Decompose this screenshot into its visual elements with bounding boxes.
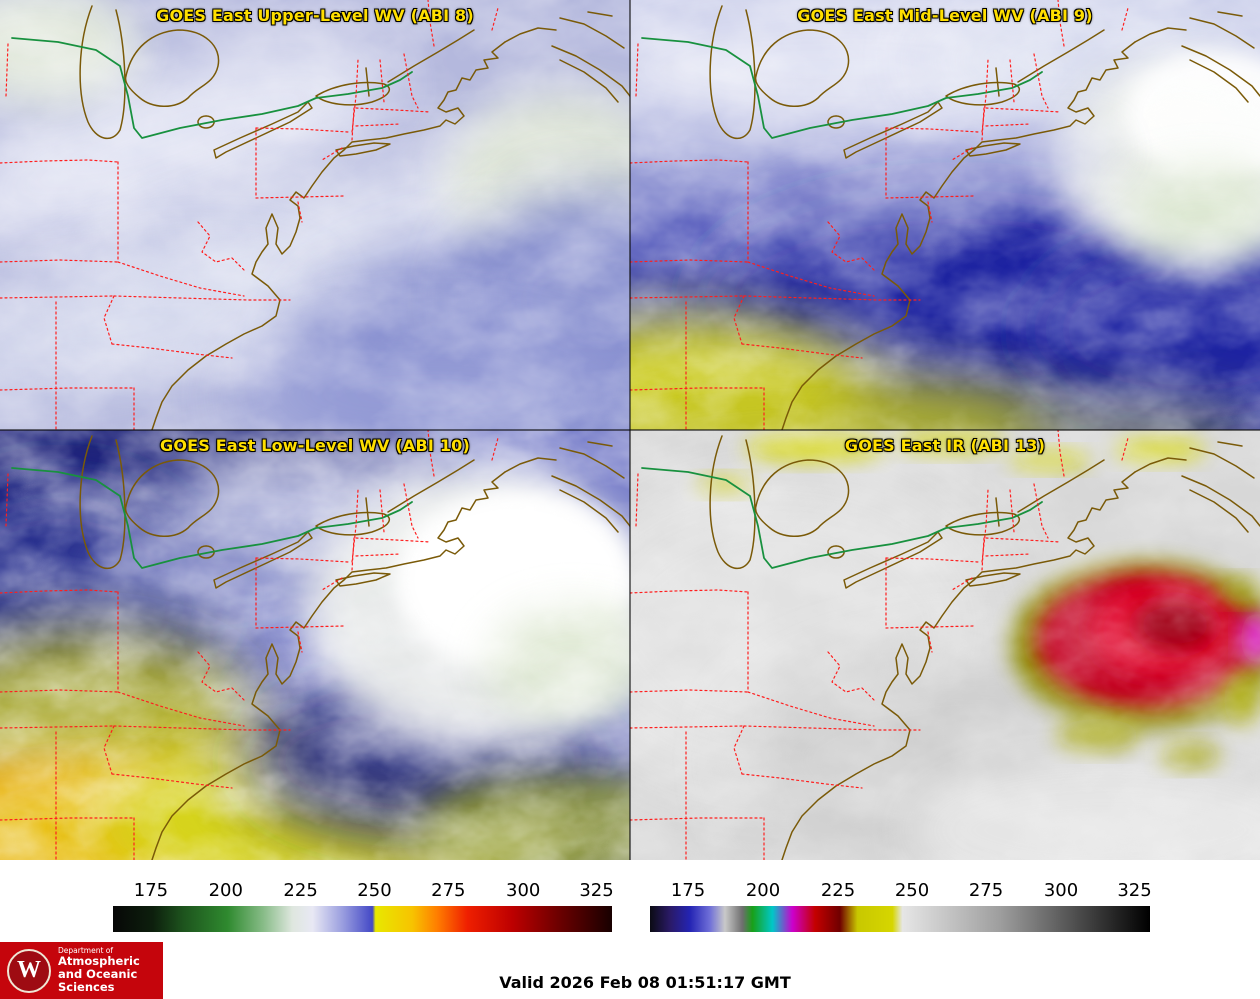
ir-colorbar-gradient-bar [650,906,1150,932]
colorbar-tick-label: 175 [133,880,169,901]
crest-letter: W [17,957,41,983]
colorbar-tick-label: 300 [505,880,541,901]
valid-time-label: Valid 2026 Feb 08 01:51:17 GMT [499,973,791,992]
logo-line-2: Atmospheric [58,954,140,969]
colorbar-tick-label: 325 [579,880,614,901]
colorbar-tick-label: 200 [208,880,243,901]
panel-title-upper-wv: GOES East Upper-Level WV (ABI 8) [156,6,474,25]
colorbar-tick-label: 225 [820,880,856,901]
colorbar-tick-label: 250 [894,880,930,901]
satellite-panel-ir [630,430,1260,860]
colorbar-tick-label: 250 [357,880,392,901]
ir-colorbar-ticks: 175 200 225 250 275 300 325 [650,880,1152,902]
wv-colorbar-gradient-bar [113,906,612,932]
panel-title-ir: GOES East IR (ABI 13) [844,436,1046,455]
uw-aos-logo: W Department of Atmospheric and Oceanic … [0,942,163,999]
panel-dividers [0,0,1260,860]
colorbar-tick-label: 175 [670,880,706,901]
colorbar-tick-label: 275 [968,880,1004,901]
panel-title-low-wv: GOES East Low-Level WV (ABI 10) [159,436,470,455]
uw-crest-icon: W [7,948,51,993]
wv-colorbar: 175 200 225 250 275 300 325 [113,880,614,938]
logo-text: Department of Atmospheric and Oceanic Sc… [58,945,156,995]
colorbar-tick-label: 325 [1117,880,1152,901]
colorbar-tick-label: 275 [431,880,466,901]
wv-colorbar-ticks: 175 200 225 250 275 300 325 [113,880,614,902]
logo-line-3: and Oceanic Sciences [58,967,138,995]
panel-title-mid-wv: GOES East Mid-Level WV (ABI 9) [797,6,1093,25]
satellite-panel-mid-wv [630,0,1260,430]
ir-colorbar: 175 200 225 250 275 300 325 [650,880,1152,938]
satellite-panel-low-wv [0,430,630,860]
satellite-imagery [0,0,1260,860]
satellite-quad-display: GOES East Upper-Level WV (ABI 8) GOES Ea… [0,0,1260,860]
logo-line-1: Department of [58,945,113,955]
colorbar-tick-label: 300 [1043,880,1079,901]
colorbar-tick-label: 225 [283,880,318,901]
colorbar-tick-label: 200 [745,880,781,901]
satellite-panel-upper-wv [0,0,630,430]
